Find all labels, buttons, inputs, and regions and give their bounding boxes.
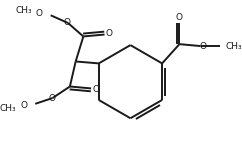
Text: CH₃: CH₃: [15, 6, 32, 15]
Text: O: O: [92, 85, 99, 94]
Text: CH₃: CH₃: [0, 104, 17, 113]
Text: O: O: [20, 101, 27, 110]
Text: O: O: [36, 9, 43, 18]
Text: O: O: [48, 93, 55, 103]
Text: O: O: [63, 19, 70, 27]
Text: O: O: [176, 13, 183, 22]
Text: O: O: [106, 29, 113, 38]
Text: CH₃: CH₃: [225, 42, 242, 51]
Text: O: O: [199, 42, 206, 51]
